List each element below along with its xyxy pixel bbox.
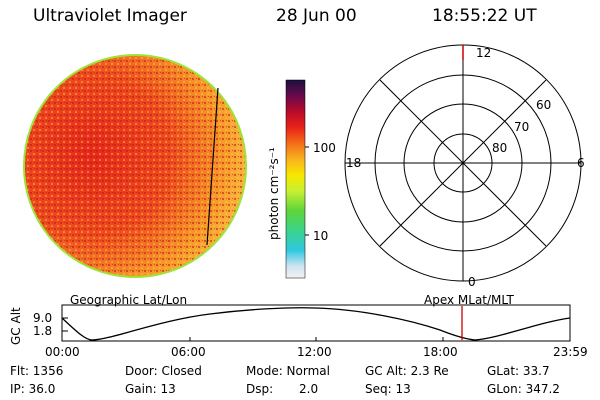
info-door: Door: Closed: [125, 364, 202, 378]
terminator-line: [206, 87, 219, 246]
info-seq: Seq: 13: [365, 382, 411, 396]
altitude-curve: [61, 307, 571, 341]
orbit-panel: [61, 304, 571, 342]
orbit-y-tick-1.8: 1.8: [33, 324, 53, 338]
info-ip: IP: 36.0: [10, 382, 56, 396]
mlt-label-12: 12: [476, 46, 492, 60]
colorbar-unit-label: photon cm⁻²s⁻¹: [267, 147, 281, 240]
info-glon: GLon: 347.2: [487, 382, 560, 396]
orbit-x-tick-1200: 12:00: [297, 345, 332, 359]
orbit-y-tick-9: 9.0: [33, 311, 53, 325]
lat-label-70: 70: [514, 120, 530, 134]
time-label: 18:55:22 UT: [432, 6, 537, 26]
colorbar: [285, 79, 306, 279]
mlt-label-6: 6: [577, 156, 585, 170]
orbit-right-caption: Apex MLat/MLT: [424, 293, 514, 307]
orbit-x-tick-1800: 18:00: [423, 345, 458, 359]
info-mode: Mode: Normal: [246, 364, 330, 378]
info-dsp-label: Dsp:: [246, 382, 274, 396]
uv-image-disk: [23, 54, 247, 278]
info-flt: Flt: 1356: [10, 364, 64, 378]
info-gain: Gain: 13: [125, 382, 176, 396]
date-label: 28 Jun 00: [276, 6, 357, 26]
info-dsp-value: 2.0: [299, 382, 319, 396]
lat-label-60: 60: [536, 98, 552, 112]
mlt-label-0: 0: [468, 275, 476, 289]
polar-plot: [344, 44, 582, 282]
orbit-x-tick-2359: 23:59: [553, 345, 588, 359]
mlt-label-18: 18: [346, 156, 362, 170]
colorbar-tick-100: 100: [313, 141, 336, 155]
instrument-title: Ultraviolet Imager: [33, 6, 187, 26]
orbit-x-tick-0000: 00:00: [45, 345, 80, 359]
lat-label-80: 80: [492, 141, 508, 155]
orbit-x-tick-0600: 06:00: [171, 345, 206, 359]
orbit-y-axis-label: GC Alt: [9, 307, 23, 345]
info-gc-alt: GC Alt: 2.3 Re: [365, 364, 449, 378]
colorbar-tick-10: 10: [313, 229, 329, 243]
orbit-left-caption: Geographic Lat/Lon: [70, 293, 188, 307]
info-glat: GLat: 33.7: [487, 364, 550, 378]
